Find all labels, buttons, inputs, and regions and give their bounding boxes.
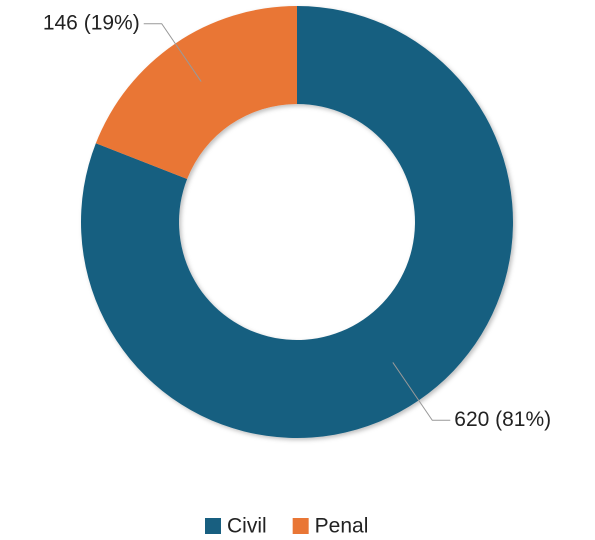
donut-slice: [80, 6, 513, 439]
donut: [80, 6, 513, 439]
leader-line: [392, 362, 451, 421]
legend-swatch: [292, 518, 309, 534]
donut-slice: [95, 6, 297, 179]
legend-label: Penal: [315, 515, 369, 538]
leader-line: [143, 23, 202, 82]
legend-swatch: [205, 518, 221, 534]
data-label: 620 (81%): [454, 408, 551, 431]
data-label: 146 (19%): [43, 11, 140, 34]
legend-label: Civil: [227, 515, 267, 538]
